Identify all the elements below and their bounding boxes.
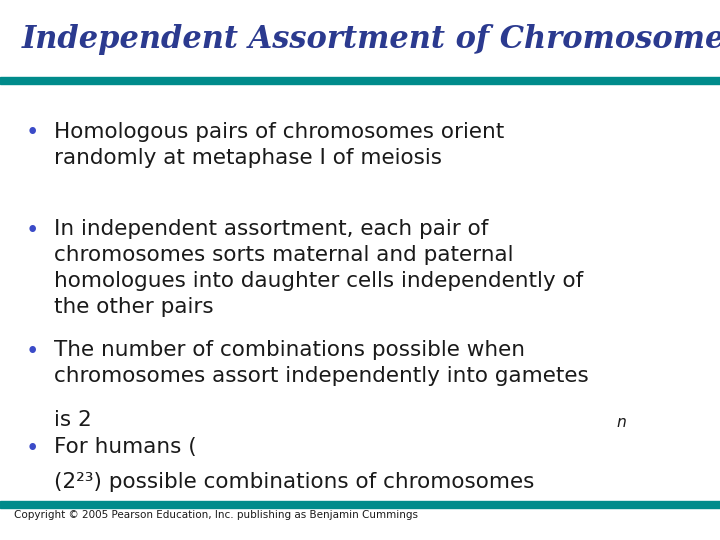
Text: Independent Assortment of Chromosomes: Independent Assortment of Chromosomes [22,24,720,55]
Text: For humans (: For humans ( [54,437,197,457]
Text: In independent assortment, each pair of
chromosomes sorts maternal and paternal
: In independent assortment, each pair of … [54,219,583,317]
Text: •: • [25,340,39,363]
Text: •: • [25,437,39,461]
Text: The number of combinations possible when
chromosomes assort independently into g: The number of combinations possible when… [54,340,589,386]
Text: (2²³) possible combinations of chromosomes: (2²³) possible combinations of chromosom… [54,471,534,491]
Text: Homologous pairs of chromosomes orient
randomly at metaphase I of meiosis: Homologous pairs of chromosomes orient r… [54,122,504,167]
Text: •: • [25,122,39,145]
Text: is 2: is 2 [54,410,91,430]
Text: Copyright © 2005 Pearson Education, Inc. publishing as Benjamin Cummings: Copyright © 2005 Pearson Education, Inc.… [14,510,418,521]
Bar [0,501,720,508]
Text: n: n [616,415,626,430]
Text: •: • [25,219,39,242]
Bar [0,77,720,84]
